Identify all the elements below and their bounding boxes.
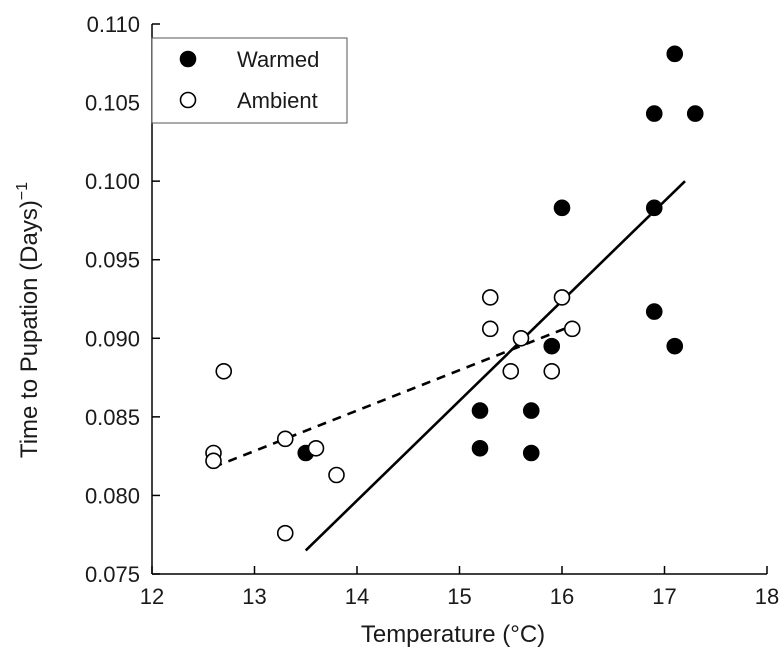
x-tick-label: 17 xyxy=(652,584,676,609)
point-warmed xyxy=(645,199,663,217)
point-ambient xyxy=(276,524,294,542)
point-ambient xyxy=(205,452,222,470)
legend-marker-ambient xyxy=(179,91,197,109)
point-ambient xyxy=(328,466,345,484)
y-axis-title-superscript: −1 xyxy=(14,182,31,200)
point-ambient xyxy=(502,362,520,380)
point-ambient xyxy=(276,430,294,448)
point-ambient xyxy=(481,289,499,306)
point-ambient xyxy=(543,362,561,380)
point-warmed xyxy=(686,105,704,122)
data-points xyxy=(205,45,704,542)
point-warmed xyxy=(666,45,684,63)
y-tick-label: 0.100 xyxy=(85,169,140,194)
legend-label-ambient: Ambient xyxy=(237,88,318,113)
y-axis-title-main: Time to Pupation (Days) xyxy=(16,200,43,458)
fit-line-warmed xyxy=(304,180,686,552)
y-tick-label: 0.080 xyxy=(85,483,140,508)
point-warmed xyxy=(543,337,561,355)
point-warmed xyxy=(522,444,540,462)
point-ambient xyxy=(307,439,325,457)
point-ambient xyxy=(553,289,571,306)
fit-lines xyxy=(213,180,686,552)
point-ambient xyxy=(215,362,233,380)
point-warmed xyxy=(666,337,684,355)
y-tick-label: 0.075 xyxy=(85,562,140,587)
fit-line-ambient xyxy=(213,324,573,469)
point-warmed xyxy=(645,105,663,122)
point-ambient xyxy=(481,320,499,338)
x-tick-label: 16 xyxy=(550,584,574,609)
y-axis-title: Time to Pupation (Days)−1 xyxy=(14,182,43,458)
legend: Warmed Ambient xyxy=(151,37,348,124)
y-tick-label: 0.085 xyxy=(85,405,140,430)
y-tick-label: 0.110 xyxy=(87,12,140,37)
x-tick-label: 12 xyxy=(140,584,164,609)
legend-marker-warmed xyxy=(179,50,197,68)
y-tick-label: 0.095 xyxy=(85,248,140,273)
x-tick-label: 14 xyxy=(345,584,369,609)
y-tick-label: 0.090 xyxy=(85,326,140,351)
point-warmed xyxy=(471,439,489,457)
x-tick-label: 15 xyxy=(447,584,471,609)
point-ambient xyxy=(512,329,530,347)
point-warmed xyxy=(553,199,571,217)
point-warmed xyxy=(645,303,663,320)
point-ambient xyxy=(563,320,581,338)
axes: 12 13 14 15 16 17 18 0.075 0.080 0.085 0.090 0.095 0… xyxy=(85,12,779,609)
x-axis-title: Temperature (°C) xyxy=(361,621,545,648)
point-warmed xyxy=(522,402,540,419)
x-tick-label: 13 xyxy=(242,584,266,609)
legend-label-warmed: Warmed xyxy=(237,47,319,72)
y-tick-label: 0.105 xyxy=(85,91,140,116)
x-tick-label: 18 xyxy=(755,584,779,609)
point-warmed xyxy=(471,402,489,419)
